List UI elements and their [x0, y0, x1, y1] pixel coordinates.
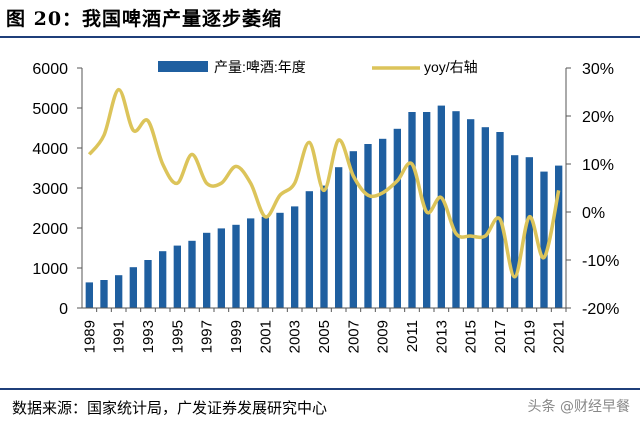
- bar: [364, 144, 372, 308]
- bar: [320, 185, 328, 308]
- left-tick-label: 2000: [32, 221, 68, 238]
- x-tick-label: 2007: [345, 320, 362, 353]
- bar: [144, 260, 152, 308]
- left-tick-label: 1000: [32, 261, 68, 278]
- x-tick-label: 2013: [433, 320, 450, 353]
- bar: [452, 111, 460, 308]
- bar: [247, 218, 255, 308]
- x-tick-label: 2005: [316, 320, 333, 353]
- bar: [85, 282, 93, 308]
- bar: [173, 245, 181, 308]
- bar: [335, 167, 343, 308]
- left-tick-label: 5000: [32, 101, 68, 118]
- bar: [540, 171, 548, 308]
- x-tick-label: 1993: [140, 320, 157, 353]
- bar: [393, 128, 401, 308]
- right-tick-label: -20%: [582, 301, 619, 318]
- bar: [379, 138, 387, 308]
- bar-series: [85, 105, 563, 308]
- x-tick-label: 2017: [492, 320, 509, 353]
- bar: [481, 127, 489, 308]
- title-rule: [0, 36, 640, 38]
- x-tick-label: 1989: [81, 320, 98, 353]
- right-axis: 30% 20% 10% 0% -10% -20%: [565, 61, 619, 318]
- bar: [276, 212, 284, 308]
- bar: [467, 119, 475, 308]
- x-axis: 1989 1991 1993 1995 1997 1999 2001 2003 2005 2007…: [81, 307, 568, 353]
- bar: [525, 157, 533, 308]
- bar: [232, 224, 240, 308]
- bar: [437, 105, 445, 308]
- bar: [349, 151, 357, 308]
- right-tick-label: 0%: [582, 205, 605, 222]
- bar: [305, 191, 313, 308]
- right-tick-label: 10%: [582, 157, 614, 174]
- bar: [159, 251, 167, 308]
- bar: [511, 155, 519, 308]
- x-tick-label: 2001: [257, 320, 274, 353]
- right-tick-label: -10%: [582, 253, 619, 270]
- left-axis: 0 1000 2000 3000 4000 5000 6000: [32, 61, 83, 318]
- legend-line-label: yoy/右轴: [424, 59, 478, 75]
- bar: [129, 267, 137, 308]
- x-tick-label: 2019: [521, 320, 538, 353]
- bar: [115, 275, 123, 308]
- x-tick-label: 2015: [463, 320, 480, 353]
- left-tick-label: 0: [59, 301, 68, 318]
- x-tick-label: 1991: [111, 320, 128, 353]
- legend-bar-swatch: [158, 61, 208, 72]
- line-series: [87, 87, 561, 279]
- right-tick-label: 20%: [582, 109, 614, 126]
- bar: [261, 216, 269, 308]
- x-tick-label: 1997: [199, 320, 216, 353]
- x-tick-label: 1995: [169, 320, 186, 353]
- footer-rule: [0, 388, 640, 390]
- x-tick-label: 2009: [375, 320, 392, 353]
- left-tick-label: 4000: [32, 141, 68, 158]
- left-tick-label: 3000: [32, 181, 68, 198]
- bar: [408, 112, 416, 308]
- bar: [217, 228, 225, 308]
- source-note: 数据来源：国家统计局，广发证券发展研究中心: [12, 399, 328, 417]
- x-tick-label: 2011: [404, 320, 421, 352]
- bar: [555, 165, 563, 308]
- bar: [291, 206, 299, 308]
- legend: 产量:啤酒:年度 yoy/右轴: [158, 59, 478, 75]
- legend-bar-label: 产量:啤酒:年度: [214, 59, 306, 75]
- x-tick-label: 2003: [287, 320, 304, 353]
- watermark: 头条 @财经早餐: [527, 399, 630, 415]
- left-tick-label: 6000: [32, 61, 68, 78]
- chart-title: 图 20：我国啤酒产量逐步萎缩: [6, 8, 283, 30]
- x-tick-label: 1999: [228, 320, 245, 353]
- x-tick-label: 2021: [551, 320, 568, 353]
- right-tick-label: 30%: [582, 61, 614, 78]
- bar: [100, 280, 108, 308]
- bar: [203, 232, 211, 308]
- bar: [188, 240, 196, 308]
